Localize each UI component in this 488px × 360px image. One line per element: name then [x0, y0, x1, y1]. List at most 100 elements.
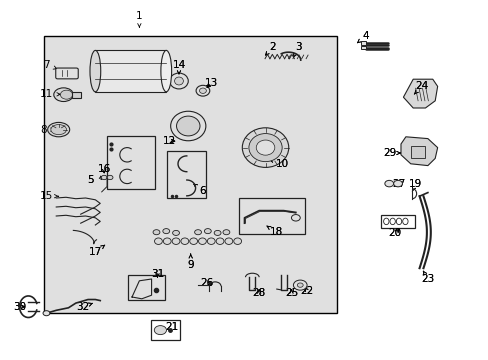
Text: 3: 3 — [293, 42, 301, 57]
Bar — [238, 198, 304, 234]
Text: 25: 25 — [284, 288, 298, 298]
Ellipse shape — [161, 50, 171, 92]
Text: 31: 31 — [150, 269, 164, 279]
Text: 28: 28 — [252, 288, 265, 298]
Ellipse shape — [256, 140, 274, 155]
Circle shape — [101, 175, 107, 180]
Text: 9: 9 — [187, 254, 194, 270]
Polygon shape — [403, 79, 437, 108]
Ellipse shape — [163, 238, 171, 244]
Circle shape — [172, 230, 179, 235]
Ellipse shape — [248, 134, 282, 162]
Text: 20: 20 — [388, 228, 401, 238]
Text: 4: 4 — [357, 31, 368, 43]
Text: 22: 22 — [300, 286, 313, 296]
Polygon shape — [400, 137, 437, 166]
Text: 17: 17 — [88, 245, 104, 257]
Circle shape — [214, 230, 221, 235]
Ellipse shape — [196, 85, 209, 96]
Text: 21: 21 — [165, 321, 179, 332]
Text: 32: 32 — [76, 302, 92, 312]
Ellipse shape — [189, 238, 197, 244]
Text: 18: 18 — [266, 226, 283, 237]
Text: 4: 4 — [357, 31, 368, 43]
Text: 16: 16 — [97, 164, 111, 174]
Text: 10: 10 — [269, 159, 288, 169]
Ellipse shape — [198, 238, 206, 244]
Circle shape — [43, 311, 50, 316]
Bar — [106, 136, 154, 189]
Ellipse shape — [181, 238, 188, 244]
Text: 17: 17 — [88, 245, 104, 257]
Text: 27: 27 — [391, 179, 405, 189]
Text: 30: 30 — [13, 302, 26, 312]
Text: 13: 13 — [204, 78, 218, 88]
Text: 28: 28 — [252, 288, 265, 298]
Ellipse shape — [90, 50, 101, 92]
Ellipse shape — [216, 238, 224, 244]
Text: 8: 8 — [41, 125, 54, 135]
Text: 25: 25 — [284, 288, 298, 298]
Ellipse shape — [233, 238, 241, 244]
Circle shape — [107, 175, 113, 180]
Text: 6: 6 — [194, 184, 206, 196]
Ellipse shape — [224, 238, 232, 244]
Circle shape — [393, 180, 402, 187]
Text: 2: 2 — [265, 42, 276, 55]
Text: 30: 30 — [13, 302, 26, 312]
Text: 16: 16 — [97, 164, 111, 174]
Bar — [95, 50, 166, 92]
Text: 23: 23 — [421, 271, 434, 284]
Text: 31: 31 — [150, 269, 164, 279]
Text: 14: 14 — [172, 60, 185, 74]
Circle shape — [384, 180, 393, 187]
Text: 24: 24 — [413, 81, 427, 94]
Bar — [44, 36, 337, 313]
Bar — [150, 320, 180, 340]
Bar — [167, 151, 206, 198]
Circle shape — [153, 230, 160, 235]
Ellipse shape — [207, 238, 215, 244]
Text: 29: 29 — [383, 148, 399, 158]
Ellipse shape — [154, 325, 166, 335]
Ellipse shape — [48, 122, 70, 137]
Ellipse shape — [154, 238, 162, 244]
Bar — [410, 146, 425, 158]
Text: 6: 6 — [194, 184, 206, 196]
Ellipse shape — [172, 238, 180, 244]
Text: 2: 2 — [265, 42, 276, 55]
Text: 1: 1 — [136, 11, 142, 27]
Text: 26: 26 — [200, 278, 213, 288]
Bar — [381, 215, 414, 228]
Circle shape — [223, 230, 229, 235]
Bar — [360, 46, 365, 49]
Bar — [72, 92, 81, 98]
Bar — [360, 41, 365, 45]
Ellipse shape — [170, 111, 205, 141]
Circle shape — [163, 229, 169, 234]
FancyBboxPatch shape — [56, 68, 78, 79]
Text: 5: 5 — [87, 175, 104, 185]
Circle shape — [293, 280, 306, 290]
Text: 19: 19 — [408, 179, 422, 192]
Text: 19: 19 — [408, 179, 422, 192]
Text: 24: 24 — [413, 81, 427, 94]
Text: 13: 13 — [204, 78, 218, 88]
Ellipse shape — [176, 116, 200, 136]
Ellipse shape — [51, 125, 66, 135]
Ellipse shape — [169, 73, 188, 89]
Text: 3: 3 — [293, 42, 301, 57]
Text: 26: 26 — [200, 278, 213, 288]
Circle shape — [297, 283, 303, 287]
Text: 10: 10 — [269, 159, 288, 169]
Ellipse shape — [199, 88, 206, 94]
Text: 14: 14 — [172, 60, 185, 74]
Text: 27: 27 — [391, 179, 405, 189]
Text: 7: 7 — [43, 60, 57, 70]
Ellipse shape — [54, 88, 73, 102]
Text: 12: 12 — [162, 136, 176, 146]
Bar — [128, 275, 164, 300]
Text: 20: 20 — [388, 228, 401, 238]
Text: 23: 23 — [421, 271, 434, 284]
Circle shape — [291, 215, 300, 221]
